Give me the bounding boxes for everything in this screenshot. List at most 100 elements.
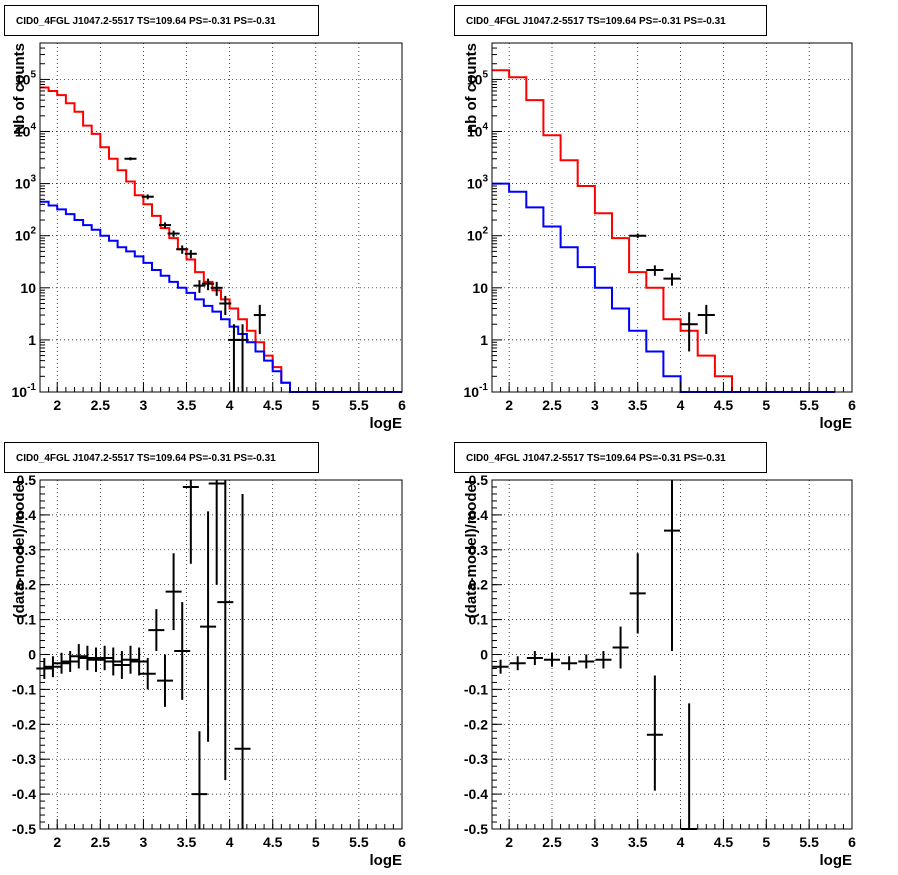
- y-tick-label: -0.4: [12, 786, 36, 802]
- x-axis-label: logE: [820, 852, 853, 869]
- data-point: [176, 245, 189, 254]
- data-point: [680, 312, 698, 352]
- y-tick-label: -0.4: [464, 786, 488, 802]
- data-point: [167, 230, 180, 237]
- data-point: [236, 324, 249, 392]
- x-axis-label: logE: [370, 415, 403, 432]
- x-tick-label: 3: [140, 397, 148, 413]
- title-box: [454, 5, 767, 36]
- x-tick-label: 2.5: [542, 834, 562, 850]
- axis-ticks: [491, 479, 853, 830]
- data-point: [88, 647, 105, 672]
- y-tick-label: 1: [28, 332, 36, 348]
- x-tick-label: 3.5: [177, 834, 197, 850]
- x-tick-label: 2.5: [91, 397, 111, 413]
- x-tick-labels: 2 2.5 3 3.5 4 4.5 5 5.5 6: [505, 834, 856, 850]
- data-point: [156, 654, 173, 707]
- data-point: [184, 250, 197, 259]
- y-tick-label: 10: [20, 280, 36, 296]
- data-point: [210, 281, 223, 296]
- grid: [40, 480, 402, 829]
- grid: [492, 43, 852, 392]
- y-tick-label: 0.1: [17, 612, 37, 628]
- data-point: [122, 645, 139, 674]
- y-tick-label: 1: [480, 332, 488, 348]
- x-tick-label: 4: [677, 397, 685, 413]
- y-axis-label: nb of counts: [463, 43, 480, 133]
- data-point: [612, 626, 629, 669]
- y-tick-label: 10: [472, 280, 488, 296]
- model-histogram-line: [492, 69, 835, 393]
- data-point: [509, 656, 526, 671]
- title-box: [454, 442, 767, 473]
- x-tick-label: 6: [398, 834, 406, 850]
- x-tick-label: 2: [505, 397, 513, 413]
- y-tick-label: 0.5: [469, 472, 489, 488]
- y-tick-label: -0.5: [12, 821, 36, 837]
- y-tick-label: 0.4: [17, 507, 37, 523]
- model-histogram-line: [40, 86, 402, 393]
- data-point: [253, 304, 266, 334]
- title-box: [4, 5, 319, 36]
- data-point: [174, 602, 191, 700]
- data-point: [208, 480, 225, 585]
- x-tick-label: 4: [677, 834, 685, 850]
- data-point: [663, 273, 681, 286]
- y-tick-label: 0.2: [469, 577, 489, 593]
- y-tick-label: 102: [467, 226, 489, 244]
- y-tick-label: 104: [467, 122, 489, 140]
- y-tick-label: -0.3: [12, 751, 36, 767]
- x-tick-label: 3: [140, 834, 148, 850]
- x-tick-label: 4.5: [714, 834, 734, 850]
- axis-ticks: [39, 479, 403, 830]
- x-tick-label: 5: [312, 834, 320, 850]
- y-tick-labels: 10-1 1 10 102 103 104 105: [12, 69, 37, 400]
- x-tick-label: 3.5: [628, 834, 648, 850]
- y-axis-label: (data-model)/model: [463, 480, 480, 618]
- x-tick-label: 5: [762, 397, 770, 413]
- panel-counts-left: 2 2.5 3 3.5 4 4.5 5 5.5 6 10-1 1 10 102 103 104 105 CI…: [4, 5, 406, 432]
- data-point: [141, 194, 154, 200]
- data-point: [578, 654, 595, 669]
- axis-ticks: [39, 42, 403, 393]
- x-tick-label: 4.5: [263, 834, 283, 850]
- data-point: [96, 645, 113, 671]
- data-point: [158, 222, 171, 229]
- x-axis-label: logE: [370, 852, 403, 869]
- y-tick-label: 0.1: [469, 612, 489, 628]
- panel-residuals-left: 2 2.5 3 3.5 4 4.5 5 5.5 6 -0.5 -0.4 -0.3 -0.2 -0.1 0 0…: [4, 442, 406, 869]
- x-tick-label: 6: [848, 397, 856, 413]
- data-point: [629, 553, 646, 634]
- data-point: [200, 511, 217, 742]
- y-tick-label: -0.5: [464, 821, 488, 837]
- x-tick-label: 5.5: [349, 834, 369, 850]
- y-tick-labels: -0.5 -0.4 -0.3 -0.2 -0.1 0 0.1 0.2 0.3 0.4 0.5: [464, 472, 488, 837]
- y-tick-label: -0.3: [464, 751, 488, 767]
- x-tick-label: 3: [591, 834, 599, 850]
- y-tick-label: 105: [467, 69, 489, 87]
- y-tick-label: 0.3: [17, 542, 37, 558]
- y-tick-label: 0.2: [17, 577, 37, 593]
- x-tick-label: 3.5: [177, 397, 197, 413]
- x-tick-label: 4.5: [714, 397, 734, 413]
- y-tick-label: -0.1: [464, 681, 488, 697]
- plot-series: [40, 86, 402, 393]
- y-tick-label: 0: [480, 647, 488, 663]
- data-point: [202, 278, 215, 291]
- x-axis-label: logE: [820, 415, 853, 432]
- data-point: [193, 280, 206, 293]
- data-point: [646, 265, 664, 276]
- y-tick-label: -0.2: [12, 716, 36, 732]
- y-tick-label: 10-1: [464, 382, 489, 400]
- y-tick-label: -0.1: [12, 681, 36, 697]
- x-tick-label: 3.5: [628, 397, 648, 413]
- y-tick-label: 105: [15, 69, 37, 87]
- x-tick-label: 5.5: [349, 397, 369, 413]
- y-tick-labels: 10-1 1 10 102 103 104 105: [464, 69, 489, 400]
- data-point: [219, 295, 232, 316]
- data-point: [492, 659, 509, 674]
- x-tick-label: 6: [848, 834, 856, 850]
- data-point: [62, 651, 79, 672]
- x-tick-label: 6: [398, 397, 406, 413]
- data-point: [165, 553, 182, 631]
